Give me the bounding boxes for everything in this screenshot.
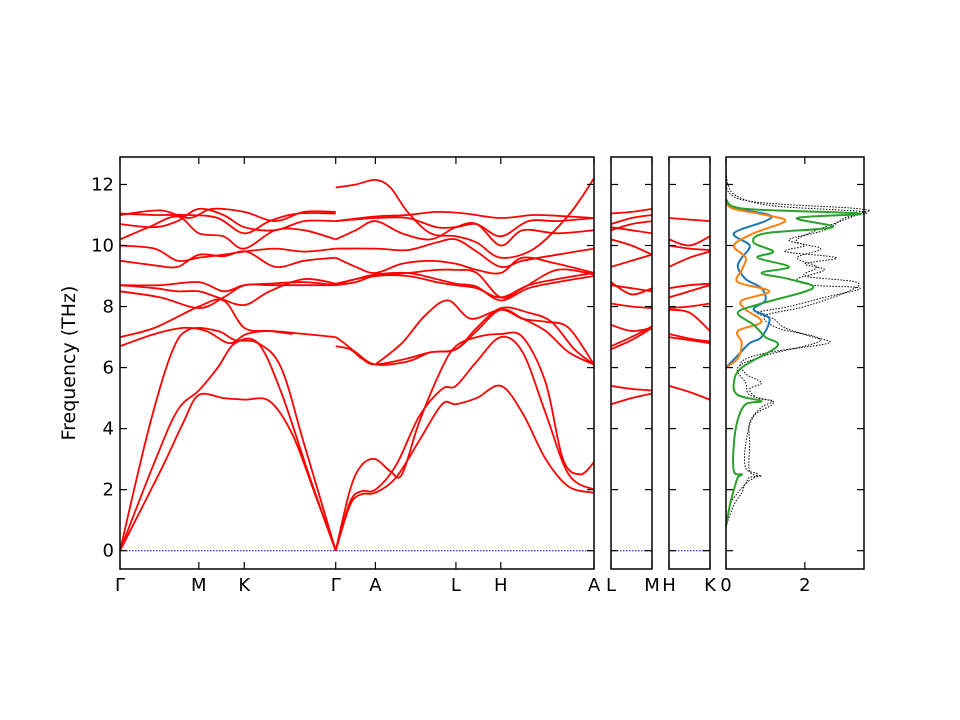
y-tick-label: 12: [91, 174, 114, 195]
band-line-p1-s0-b2: [610, 327, 653, 351]
band-line-p0-s1-b8: [335, 268, 595, 299]
band-line-p2-s0-b5: [668, 284, 711, 299]
x-tick-label: A: [369, 575, 382, 596]
panel-frame-2: [668, 156, 711, 570]
band-line-p0-s1-b3: [335, 308, 595, 366]
x-tick-label: K: [704, 575, 717, 596]
panel-frame-dos: [725, 156, 865, 570]
band-line-p0-s1-b7: [335, 271, 595, 302]
band-line-p0-s0-b8: [119, 250, 336, 269]
y-tick-label: 0: [103, 541, 114, 562]
band-line-p0-s1-b4: [374, 299, 595, 366]
band-line-p2-s0-b2: [668, 333, 711, 343]
dos-curve-0: [725, 166, 868, 527]
x-tick-label: A: [588, 575, 601, 596]
band-line-p2-s0-b7: [668, 250, 711, 268]
x-tick-label: K: [238, 575, 251, 596]
band-line-p0-s0-b2: [119, 326, 337, 551]
band-line-p1-s0-b8: [610, 253, 653, 268]
y-axis-label: Frequency (THz): [58, 286, 80, 441]
band-line-p2-s0-b9: [668, 235, 711, 247]
panel-frame-1: [610, 156, 653, 570]
band-line-p1-s0-b7: [610, 281, 653, 296]
band-line-p1-s0-b0: [610, 392, 653, 406]
band-line-p0-s1-b12: [335, 216, 595, 238]
band-line-p1-s0-b10: [610, 220, 653, 232]
x-tick-label: H: [662, 575, 676, 596]
x-tick-label: H: [494, 575, 508, 596]
band-line-p0-s0-b10: [119, 215, 336, 250]
y-tick-label: 2: [103, 480, 114, 501]
band-line-p0-s0-b7: [119, 281, 336, 293]
dos-x-tick-label: 2: [799, 575, 810, 596]
band-line-p0-s1-b10: [335, 238, 595, 269]
band-line-p0-s0-b9: [119, 244, 336, 263]
band-line-p1-s0-b4: [610, 324, 653, 332]
dos-curve-2: [725, 201, 773, 369]
y-tick-label: 8: [103, 297, 114, 318]
band-line-p0-s0-b3: [119, 326, 336, 348]
band-line-p0-s0-b0: [119, 392, 337, 552]
band-line-p0-s1-b9: [335, 256, 595, 275]
band-line-p1-s0-b11: [610, 226, 653, 235]
band-line-p1-s0-b1: [610, 385, 653, 392]
band-line-p2-s0-b3: [668, 308, 711, 332]
band-line-p0-s1-b0: [334, 384, 595, 551]
y-tick-label: 6: [103, 358, 114, 379]
band-line-p0-s1-b13: [335, 210, 595, 222]
band-line-p2-s0-b4: [668, 302, 711, 309]
x-tick-label: Γ: [331, 575, 341, 596]
band-line-p2-s0-b8: [668, 244, 711, 251]
dos-curve-3: [725, 202, 787, 369]
panel-frame-0: [119, 156, 595, 570]
y-tick-label: 4: [103, 419, 114, 440]
band-line-p1-s0-b12: [610, 208, 653, 215]
x-tick-label: L: [451, 575, 461, 596]
band-line-p0-s0-b5: [119, 283, 336, 310]
band-line-p2-s0-b10: [668, 217, 711, 222]
band-line-p0-s0-b13: [119, 212, 336, 235]
dos-x-tick-label: 0: [720, 575, 731, 596]
band-line-p0-s1-b14: [335, 177, 595, 259]
band-line-p1-s0-b13: [610, 214, 653, 225]
dos-curve-4: [725, 198, 862, 527]
band-line-p2-s0-b6: [668, 282, 711, 290]
x-tick-label: M: [644, 575, 660, 596]
y-tick-label: 10: [91, 236, 114, 257]
band-line-p0-s1-b5: [335, 306, 595, 366]
band-line-p0-s0-b1: [119, 337, 337, 552]
band-line-p0-s1-b2: [334, 331, 595, 551]
x-tick-label: M: [191, 575, 207, 596]
dos-curve-1: [725, 175, 871, 527]
x-tick-label: Γ: [115, 575, 125, 596]
band-line-p0-s1-b1: [334, 335, 595, 551]
x-tick-label: L: [606, 575, 616, 596]
band-line-p1-s0-b5: [610, 302, 653, 309]
band-line-p2-s0-b0: [668, 385, 711, 401]
band-line-p2-s0-b1: [668, 336, 711, 345]
band-line-p1-s0-b9: [610, 238, 653, 256]
band-line-p0-s0-b11: [119, 207, 336, 232]
